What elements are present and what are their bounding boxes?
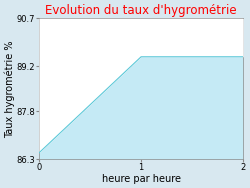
- Y-axis label: Taux hygrométrie %: Taux hygrométrie %: [4, 40, 15, 138]
- Title: Evolution du taux d'hygrométrie: Evolution du taux d'hygrométrie: [45, 4, 237, 17]
- X-axis label: heure par heure: heure par heure: [102, 174, 180, 184]
